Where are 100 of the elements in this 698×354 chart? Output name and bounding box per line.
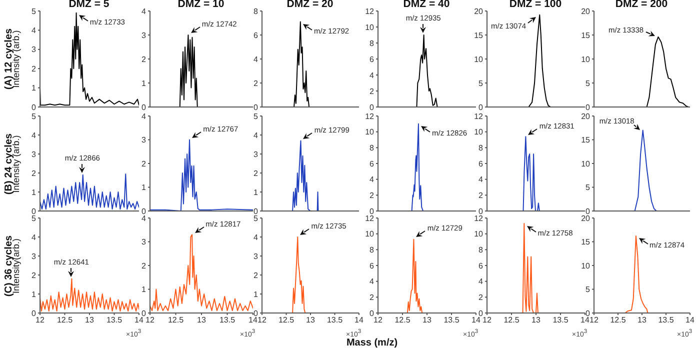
y-tick-label: 5 bbox=[586, 78, 591, 88]
line-series bbox=[646, 36, 690, 107]
y-tick-label: 1 bbox=[32, 84, 37, 93]
y-tick-label: 2 bbox=[478, 293, 484, 302]
y-tick-label: 4 bbox=[142, 6, 147, 16]
y-tick-label: 20 bbox=[581, 112, 591, 121]
y-tick-label: 0 bbox=[478, 206, 484, 216]
y-tick-label: 2 bbox=[370, 293, 375, 302]
y-tick-label: 1 bbox=[254, 290, 259, 299]
y-tick-label: 0 bbox=[142, 102, 147, 112]
y-tick-label: 6 bbox=[370, 54, 375, 64]
y-tick-label: 0 bbox=[254, 102, 259, 112]
line-series bbox=[40, 12, 139, 106]
y-tick-label: 4 bbox=[254, 130, 259, 140]
line-series bbox=[292, 140, 319, 211]
y-tick-label: 2 bbox=[142, 54, 147, 64]
x-tick-label: 13 bbox=[197, 316, 206, 325]
y-tick-label: 10 bbox=[581, 54, 591, 64]
y-tick-label: 8 bbox=[478, 246, 484, 255]
y-tick-label: 3 bbox=[32, 252, 37, 261]
y-tick-label: 0 bbox=[32, 102, 37, 112]
x-tick-label: 13.5 bbox=[552, 316, 569, 325]
y-tick-label: 10 bbox=[581, 159, 591, 168]
line-series bbox=[411, 123, 424, 211]
y-tick-label: 10 bbox=[474, 54, 484, 64]
y-tick-label: 5 bbox=[254, 214, 259, 223]
x-tick-label: 12.5 bbox=[394, 316, 411, 325]
x-tick-label: 13.5 bbox=[326, 316, 344, 325]
y-tick-label: 12 bbox=[474, 214, 484, 223]
line-series bbox=[292, 236, 306, 313]
y-tick-label: 12 bbox=[365, 112, 375, 121]
x-tick-label: 14 bbox=[580, 316, 590, 325]
y-tick-label: 1 bbox=[254, 188, 259, 197]
y-tick-label: 3 bbox=[142, 238, 147, 247]
line-series bbox=[634, 130, 657, 211]
y-axis-title: Intensity(arb.) bbox=[11, 238, 21, 294]
y-tick-label: 4 bbox=[370, 277, 375, 286]
y-tick-label: 12 bbox=[365, 214, 375, 223]
y-tick-label: 2 bbox=[32, 270, 37, 280]
y-tick-label: 8 bbox=[370, 144, 375, 153]
x-tick-label: 12.5 bbox=[56, 316, 74, 325]
x-tick-label: 13.5 bbox=[219, 316, 236, 325]
y-tick-label: 0 bbox=[370, 206, 375, 216]
x-axis-title: Mass (m/z) bbox=[346, 338, 398, 348]
y-tick-label: 2 bbox=[32, 168, 37, 178]
y-tick-label: 2 bbox=[142, 159, 147, 168]
chart-title: DMZ = 100 bbox=[509, 0, 562, 10]
y-tick-label: 10 bbox=[474, 230, 484, 239]
y-tick-label: 5 bbox=[254, 112, 259, 121]
y-tick-label: 5 bbox=[586, 285, 591, 294]
x-tick-label: 13.5 bbox=[658, 316, 674, 325]
x-tick-label: 13 bbox=[422, 316, 432, 325]
y-tick-label: 4 bbox=[370, 70, 375, 80]
y-tick-label: 10 bbox=[365, 128, 375, 137]
x-tick-label: 13 bbox=[306, 316, 316, 325]
y-tick-label: 15 bbox=[581, 238, 591, 247]
y-tick-label: 20 bbox=[581, 6, 591, 16]
y-tick-label: 6 bbox=[370, 159, 375, 168]
y-tick-label: 0 bbox=[32, 308, 37, 318]
y-tick-label: 6 bbox=[370, 261, 375, 270]
y-tick-label: 5 bbox=[478, 78, 484, 88]
y-tick-label: 0 bbox=[370, 102, 375, 112]
y-tick-label: 0 bbox=[254, 308, 259, 318]
line-series bbox=[522, 223, 538, 313]
y-tick-label: 4 bbox=[254, 232, 259, 242]
x-tick-label: 13 bbox=[85, 316, 94, 325]
y-tick-label: 2 bbox=[478, 191, 484, 200]
y-tick-label: 0 bbox=[478, 308, 484, 318]
x-tick-label: 13 bbox=[638, 316, 647, 325]
y-tick-label: 4 bbox=[32, 26, 37, 36]
x-tick-label: 14 bbox=[472, 316, 481, 325]
y-tick-label: 3 bbox=[142, 30, 147, 40]
chart-title: DMZ = 20 bbox=[286, 0, 334, 10]
y-tick-label: 5 bbox=[32, 6, 37, 16]
y-tick-label: 4 bbox=[254, 54, 259, 64]
y-tick-label: 1 bbox=[142, 285, 147, 294]
y-tick-label: 2 bbox=[32, 64, 37, 74]
y-tick-label: 10 bbox=[581, 261, 591, 270]
x-tick-label: 13 bbox=[532, 316, 541, 325]
line-series bbox=[522, 136, 540, 211]
y-tick-label: 0 bbox=[586, 102, 591, 112]
y-tick-label: 4 bbox=[142, 214, 147, 223]
y-tick-label: 3 bbox=[142, 136, 147, 145]
y-tick-label: 3 bbox=[254, 252, 259, 261]
line-series bbox=[528, 14, 552, 107]
line-series bbox=[406, 238, 423, 313]
y-tick-label: 0 bbox=[370, 308, 375, 318]
y-tick-label: 3 bbox=[32, 45, 37, 54]
y-tick-label: 4 bbox=[32, 130, 37, 140]
y-tick-label: 1 bbox=[32, 290, 37, 299]
line-series bbox=[179, 34, 198, 107]
y-tick-label: 2 bbox=[142, 261, 147, 270]
chart-title: DMZ = 5 bbox=[68, 0, 110, 10]
x-tick-label: 14 bbox=[354, 316, 364, 325]
y-tick-label: 6 bbox=[254, 30, 259, 40]
y-tick-label: 4 bbox=[32, 232, 37, 242]
y-tick-label: 15 bbox=[581, 136, 591, 145]
y-tick-label: 0 bbox=[142, 206, 147, 216]
y-tick-label: 4 bbox=[478, 175, 484, 184]
y-tick-label: 15 bbox=[581, 30, 591, 40]
